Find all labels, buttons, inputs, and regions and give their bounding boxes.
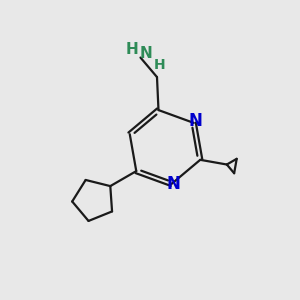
Text: H: H (126, 42, 139, 57)
Text: H: H (153, 58, 165, 72)
Text: N: N (189, 112, 202, 130)
Text: N: N (140, 46, 152, 62)
Text: N: N (167, 175, 180, 193)
